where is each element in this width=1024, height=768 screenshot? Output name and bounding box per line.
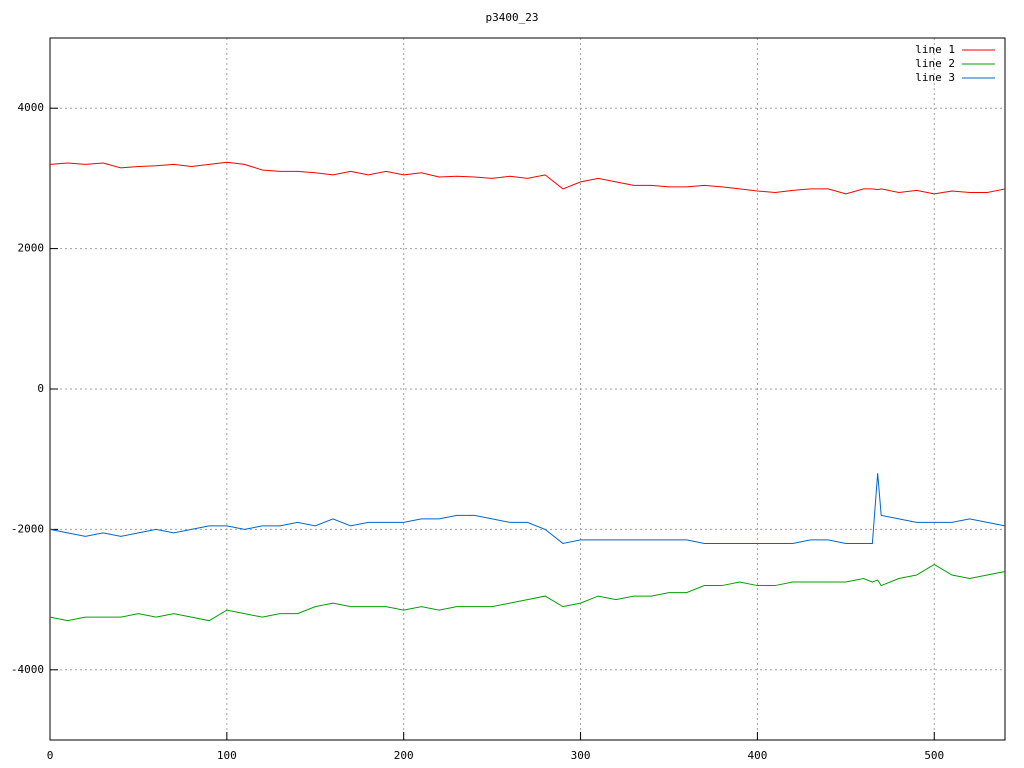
chart-title: p3400_23 <box>486 11 539 24</box>
y-tick-label: -2000 <box>11 522 44 535</box>
legend-label: line 3 <box>915 71 955 84</box>
y-tick-label: -4000 <box>11 663 44 676</box>
legend-label: line 1 <box>915 43 955 56</box>
x-tick-label: 400 <box>747 749 767 762</box>
legend-label: line 2 <box>915 57 955 70</box>
x-tick-label: 300 <box>571 749 591 762</box>
data-line <box>49 161 1006 195</box>
x-tick-label: 500 <box>924 749 944 762</box>
plot-border <box>49 37 1006 741</box>
data-line <box>49 563 1006 622</box>
x-tick-label: 200 <box>394 749 414 762</box>
x-tick-label: 0 <box>47 749 54 762</box>
y-tick-label: 4000 <box>18 101 45 114</box>
x-tick-label: 100 <box>217 749 237 762</box>
data-line <box>49 473 1006 544</box>
y-tick-label: 0 <box>37 382 44 395</box>
y-tick-label: 2000 <box>18 242 45 255</box>
